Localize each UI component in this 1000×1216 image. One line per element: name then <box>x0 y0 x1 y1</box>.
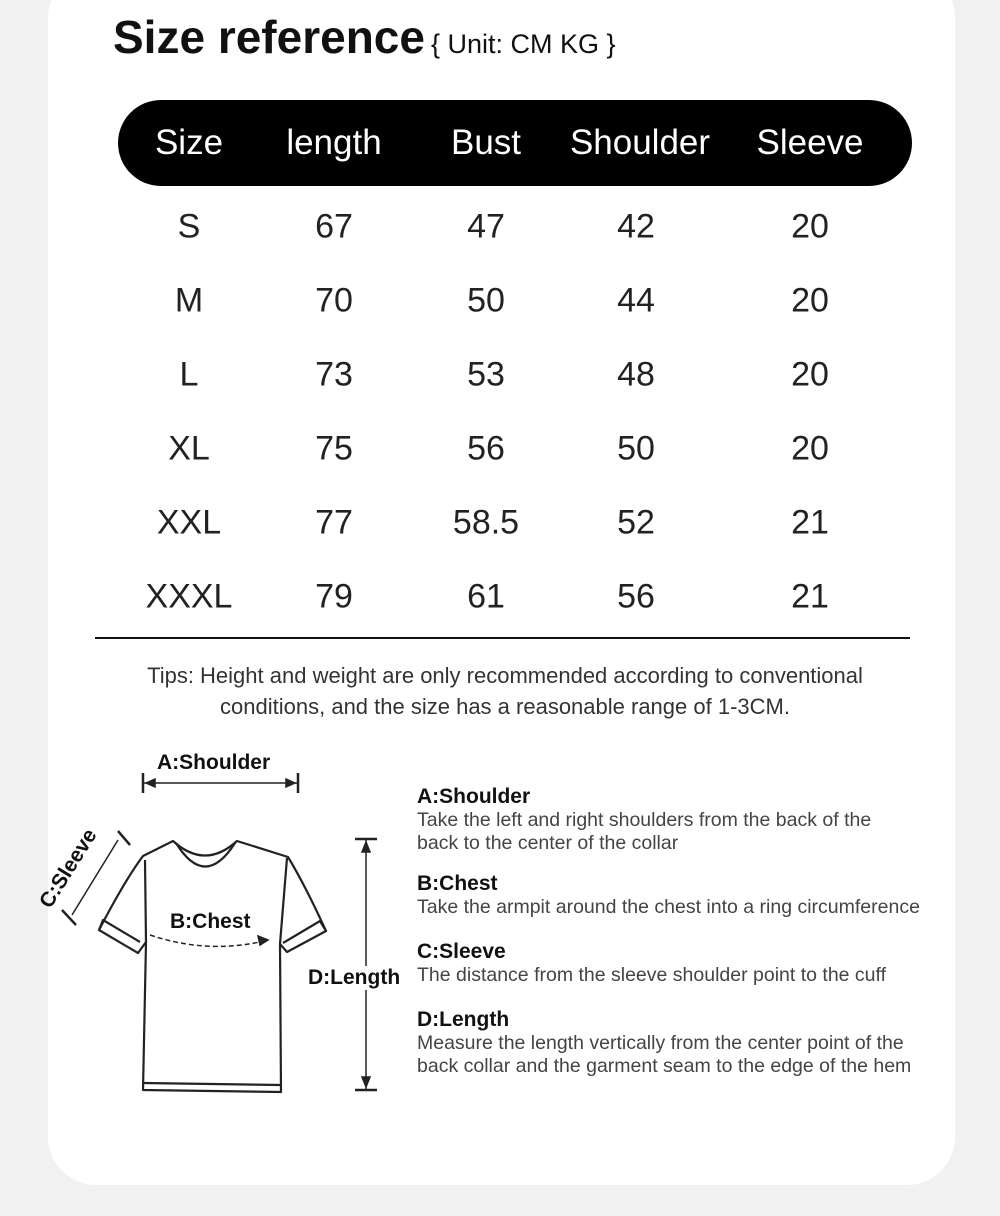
table-cell: XL <box>168 429 210 468</box>
desc-sleeve: C:Sleeve The distance from the sleeve sho… <box>417 940 977 987</box>
table-cell: XXL <box>156 503 222 542</box>
tshirt-outline <box>97 839 328 1094</box>
table-cell: 79 <box>315 577 353 616</box>
desc-text: Measure the length vertically from the c… <box>417 1032 912 1077</box>
header-bust: Bust <box>450 123 522 162</box>
table-cell: 70 <box>315 281 353 320</box>
table-cell: 20 <box>791 207 829 246</box>
desc-length: D:Length Measure the length vertically fr… <box>417 1008 977 1078</box>
table-cell: 48 <box>617 355 655 394</box>
desc-text: The distance from the sleeve shoulder po… <box>417 964 886 986</box>
table-cell: 21 <box>791 503 829 542</box>
tshirt-collar <box>175 842 236 868</box>
table-header: Size length Bust Shoulder Sleeve <box>118 100 912 186</box>
chest-label: B:Chest <box>170 910 251 933</box>
table-cell: 20 <box>791 281 829 320</box>
table-cell: XXXL <box>145 577 233 616</box>
desc-shoulder: A:Shoulder Take the left and right should… <box>417 785 977 855</box>
page-title: Size reference{ Unit: CM KG } <box>113 10 616 64</box>
table-cell: 44 <box>617 281 655 320</box>
desc-label: A:Shoulder <box>417 785 531 808</box>
table-cell: S <box>177 207 201 246</box>
table-cell: 50 <box>617 429 655 468</box>
table-cell: 52 <box>617 503 655 542</box>
table-cell: 58.5 <box>452 503 520 542</box>
desc-label: B:Chest <box>417 872 498 895</box>
table-cell: 73 <box>315 355 353 394</box>
size-chart-card <box>48 0 955 1185</box>
title-text: Size reference <box>113 11 425 63</box>
table-cell: 20 <box>791 429 829 468</box>
table-cell: 61 <box>467 577 505 616</box>
table-cell: 42 <box>617 207 655 246</box>
table-cell: 56 <box>617 577 655 616</box>
table-cell: 67 <box>315 207 353 246</box>
tips-text: Tips: Height and weight are only recomme… <box>147 663 863 719</box>
table-cell: 56 <box>467 429 505 468</box>
table-cell: 75 <box>315 429 353 468</box>
header-length: length <box>286 123 382 162</box>
table-cell: 50 <box>467 281 505 320</box>
header-sleeve: Sleeve <box>756 123 864 162</box>
table-cell: 47 <box>467 207 505 246</box>
chest-arrow <box>149 934 269 948</box>
header-size: Size <box>154 123 224 162</box>
table-cell: 77 <box>315 503 353 542</box>
desc-text: Take the armpit around the chest into a … <box>417 896 920 918</box>
table-cell: L <box>179 355 199 394</box>
sleeve-arrow <box>71 839 119 916</box>
desc-label: C:Sleeve <box>417 940 506 963</box>
table-cell: 53 <box>467 355 505 394</box>
divider <box>95 637 910 639</box>
table-cell: M <box>174 281 204 320</box>
desc-chest: B:Chest Take the armpit around the chest … <box>417 872 977 919</box>
table-cell: 21 <box>791 577 829 616</box>
desc-text: Take the left and right shoulders from t… <box>417 809 872 854</box>
unit-note: { Unit: CM KG } <box>430 29 616 59</box>
shoulder-label: A:Shoulder <box>157 751 271 774</box>
header-shoulder: Shoulder <box>569 123 711 162</box>
desc-label: D:Length <box>417 1008 510 1031</box>
table-cell: 20 <box>791 355 829 394</box>
length-label: D:Length <box>308 966 401 990</box>
